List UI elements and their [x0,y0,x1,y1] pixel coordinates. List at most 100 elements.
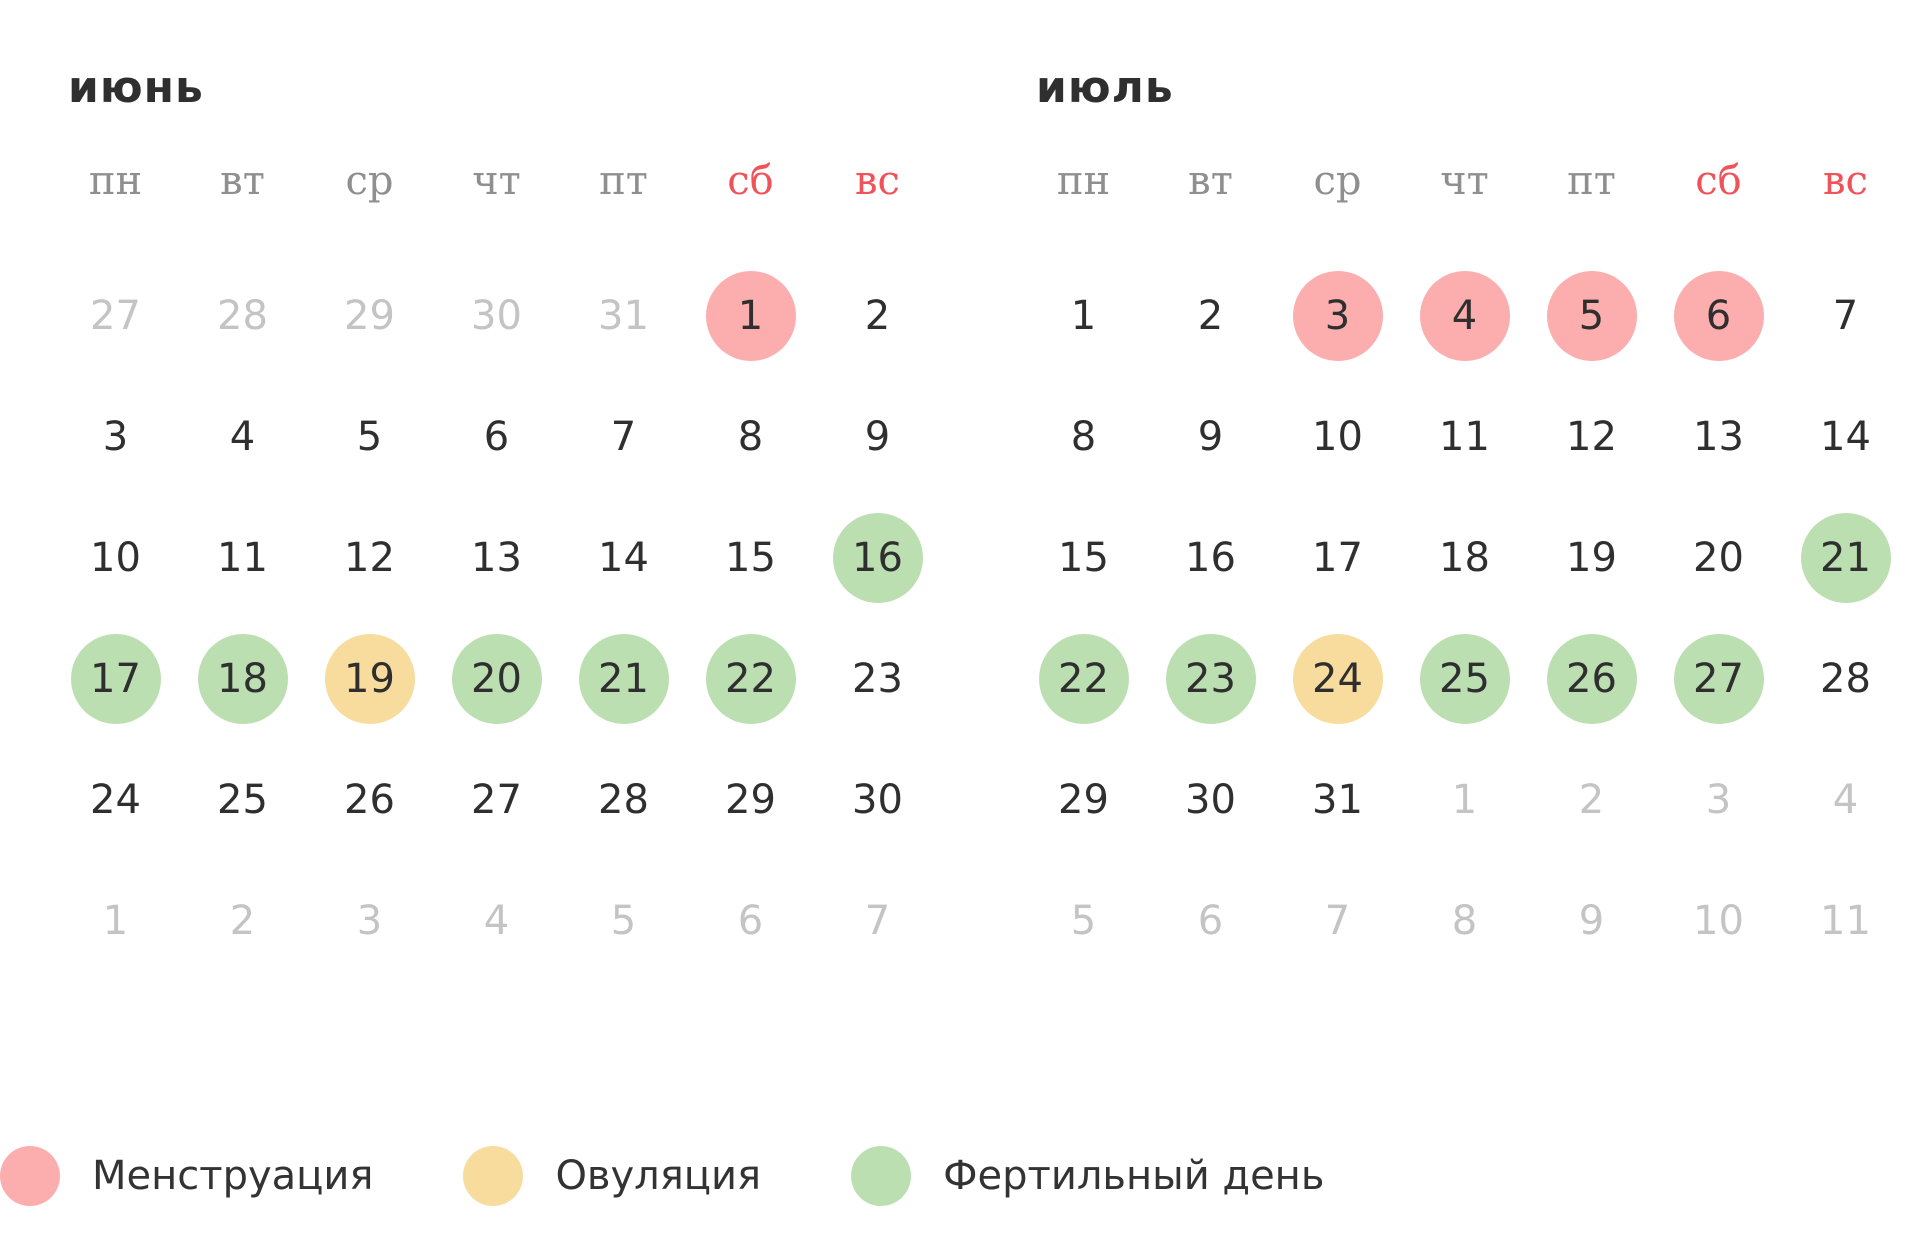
calendar-day-fertile[interactable]: 27 [1655,618,1782,739]
calendar-day-ovulation[interactable]: 24 [1274,618,1401,739]
calendar-day[interactable]: 30 [1147,739,1274,860]
calendar-day[interactable]: 7 [1782,255,1909,376]
day-grid: 1 2 3 4 5 6 7 8 9 10 11 12 13 14 15 16 17 18 19 20 21 22 23 24 2… [1020,255,1909,981]
calendar-day[interactable]: 11 [1401,376,1528,497]
day-number: 9 [1578,897,1605,944]
calendar-day-other-month[interactable]: 9 [1528,860,1655,981]
day-number: 18 [197,633,288,724]
calendar-day-other-month[interactable]: 8 [1401,860,1528,981]
calendar-day[interactable]: 1 [1020,255,1147,376]
calendar-day-other-month[interactable]: 3 [306,860,433,981]
weekday-label: вт [220,158,265,204]
weekday-label: чт [472,158,521,204]
calendar-day[interactable]: 19 [1528,497,1655,618]
calendar-day-other-month[interactable]: 5 [560,860,687,981]
calendar-day[interactable]: 11 [179,497,306,618]
calendar-day-fertile[interactable]: 26 [1528,618,1655,739]
calendar-day-menstruation[interactable]: 5 [1528,255,1655,376]
day-number: 2 [1197,292,1224,339]
calendar-day-other-month[interactable]: 2 [1528,739,1655,860]
calendar-day-other-month[interactable]: 30 [433,255,560,376]
calendar-day-other-month[interactable]: 7 [814,860,941,981]
calendar-day[interactable]: 10 [52,497,179,618]
calendar-day[interactable]: 15 [687,497,814,618]
day-number: 24 [1292,633,1383,724]
calendar-day[interactable]: 14 [1782,376,1909,497]
calendar-day[interactable]: 10 [1274,376,1401,497]
calendar-day[interactable]: 14 [560,497,687,618]
calendar-day-fertile[interactable]: 25 [1401,618,1528,739]
calendar-day[interactable]: 9 [1147,376,1274,497]
calendar-day-other-month[interactable]: 1 [52,860,179,981]
calendar-day[interactable]: 23 [814,618,941,739]
calendar-day-menstruation[interactable]: 3 [1274,255,1401,376]
calendar-day-fertile[interactable]: 20 [433,618,560,739]
calendar-day-other-month[interactable]: 7 [1274,860,1401,981]
month-title: июнь [68,62,204,113]
calendar-day-other-month[interactable]: 4 [433,860,560,981]
calendar-day[interactable]: 29 [1020,739,1147,860]
calendar-day-other-month[interactable]: 5 [1020,860,1147,981]
calendar-day[interactable]: 30 [814,739,941,860]
calendar-day-other-month[interactable]: 4 [1782,739,1909,860]
calendar-day[interactable]: 5 [306,376,433,497]
calendar-day-other-month[interactable]: 28 [179,255,306,376]
calendar-day-fertile[interactable]: 16 [814,497,941,618]
calendar-day-menstruation[interactable]: 4 [1401,255,1528,376]
calendar-day-other-month[interactable]: 31 [560,255,687,376]
calendar-day[interactable]: 8 [687,376,814,497]
calendar-day-other-month[interactable]: 6 [687,860,814,981]
calendar-day[interactable]: 15 [1020,497,1147,618]
calendar-day[interactable]: 27 [433,739,560,860]
calendar-day-fertile[interactable]: 18 [179,618,306,739]
calendar-day-other-month[interactable]: 2 [179,860,306,981]
day-number: 6 [1197,897,1224,944]
day-number: 13 [1693,413,1744,460]
day-number: 4 [1832,776,1859,823]
calendar-day[interactable]: 3 [52,376,179,497]
calendar-day-fertile[interactable]: 22 [1020,618,1147,739]
calendar-day-other-month[interactable]: 11 [1782,860,1909,981]
weekday-label: сб [1695,158,1742,204]
calendar-day[interactable]: 31 [1274,739,1401,860]
calendar-day[interactable]: 2 [814,255,941,376]
calendar-day[interactable]: 12 [1528,376,1655,497]
calendar-day[interactable]: 9 [814,376,941,497]
calendar-day-fertile[interactable]: 17 [52,618,179,739]
calendar-day-fertile[interactable]: 23 [1147,618,1274,739]
calendar-day[interactable]: 26 [306,739,433,860]
calendar-day-other-month[interactable]: 1 [1401,739,1528,860]
calendar-day-other-month[interactable]: 3 [1655,739,1782,860]
calendar-day-menstruation[interactable]: 1 [687,255,814,376]
calendar-day[interactable]: 4 [179,376,306,497]
calendar-day[interactable]: 28 [1782,618,1909,739]
day-number: 5 [356,413,383,460]
calendar-day[interactable]: 20 [1655,497,1782,618]
calendar-day-fertile[interactable]: 22 [687,618,814,739]
calendar-day-ovulation[interactable]: 19 [306,618,433,739]
day-number: 4 [229,413,256,460]
calendar-day[interactable]: 13 [433,497,560,618]
calendar-day[interactable]: 12 [306,497,433,618]
calendar-day[interactable]: 2 [1147,255,1274,376]
calendar-day[interactable]: 18 [1401,497,1528,618]
calendar-day[interactable]: 25 [179,739,306,860]
calendar-day[interactable]: 8 [1020,376,1147,497]
calendar-day-other-month[interactable]: 10 [1655,860,1782,981]
day-number: 4 [1419,270,1510,361]
calendar-day-fertile[interactable]: 21 [560,618,687,739]
calendar-day-menstruation[interactable]: 6 [1655,255,1782,376]
calendar-day-other-month[interactable]: 29 [306,255,433,376]
calendar-day[interactable]: 16 [1147,497,1274,618]
calendar-day[interactable]: 7 [560,376,687,497]
calendar-day-other-month[interactable]: 6 [1147,860,1274,981]
calendar-day[interactable]: 17 [1274,497,1401,618]
calendar-day-other-month[interactable]: 27 [52,255,179,376]
weekday-label: вс [1823,158,1868,204]
calendar-day[interactable]: 13 [1655,376,1782,497]
calendar-day[interactable]: 6 [433,376,560,497]
calendar-day[interactable]: 28 [560,739,687,860]
calendar-day[interactable]: 24 [52,739,179,860]
calendar-day[interactable]: 29 [687,739,814,860]
calendar-day-fertile[interactable]: 21 [1782,497,1909,618]
